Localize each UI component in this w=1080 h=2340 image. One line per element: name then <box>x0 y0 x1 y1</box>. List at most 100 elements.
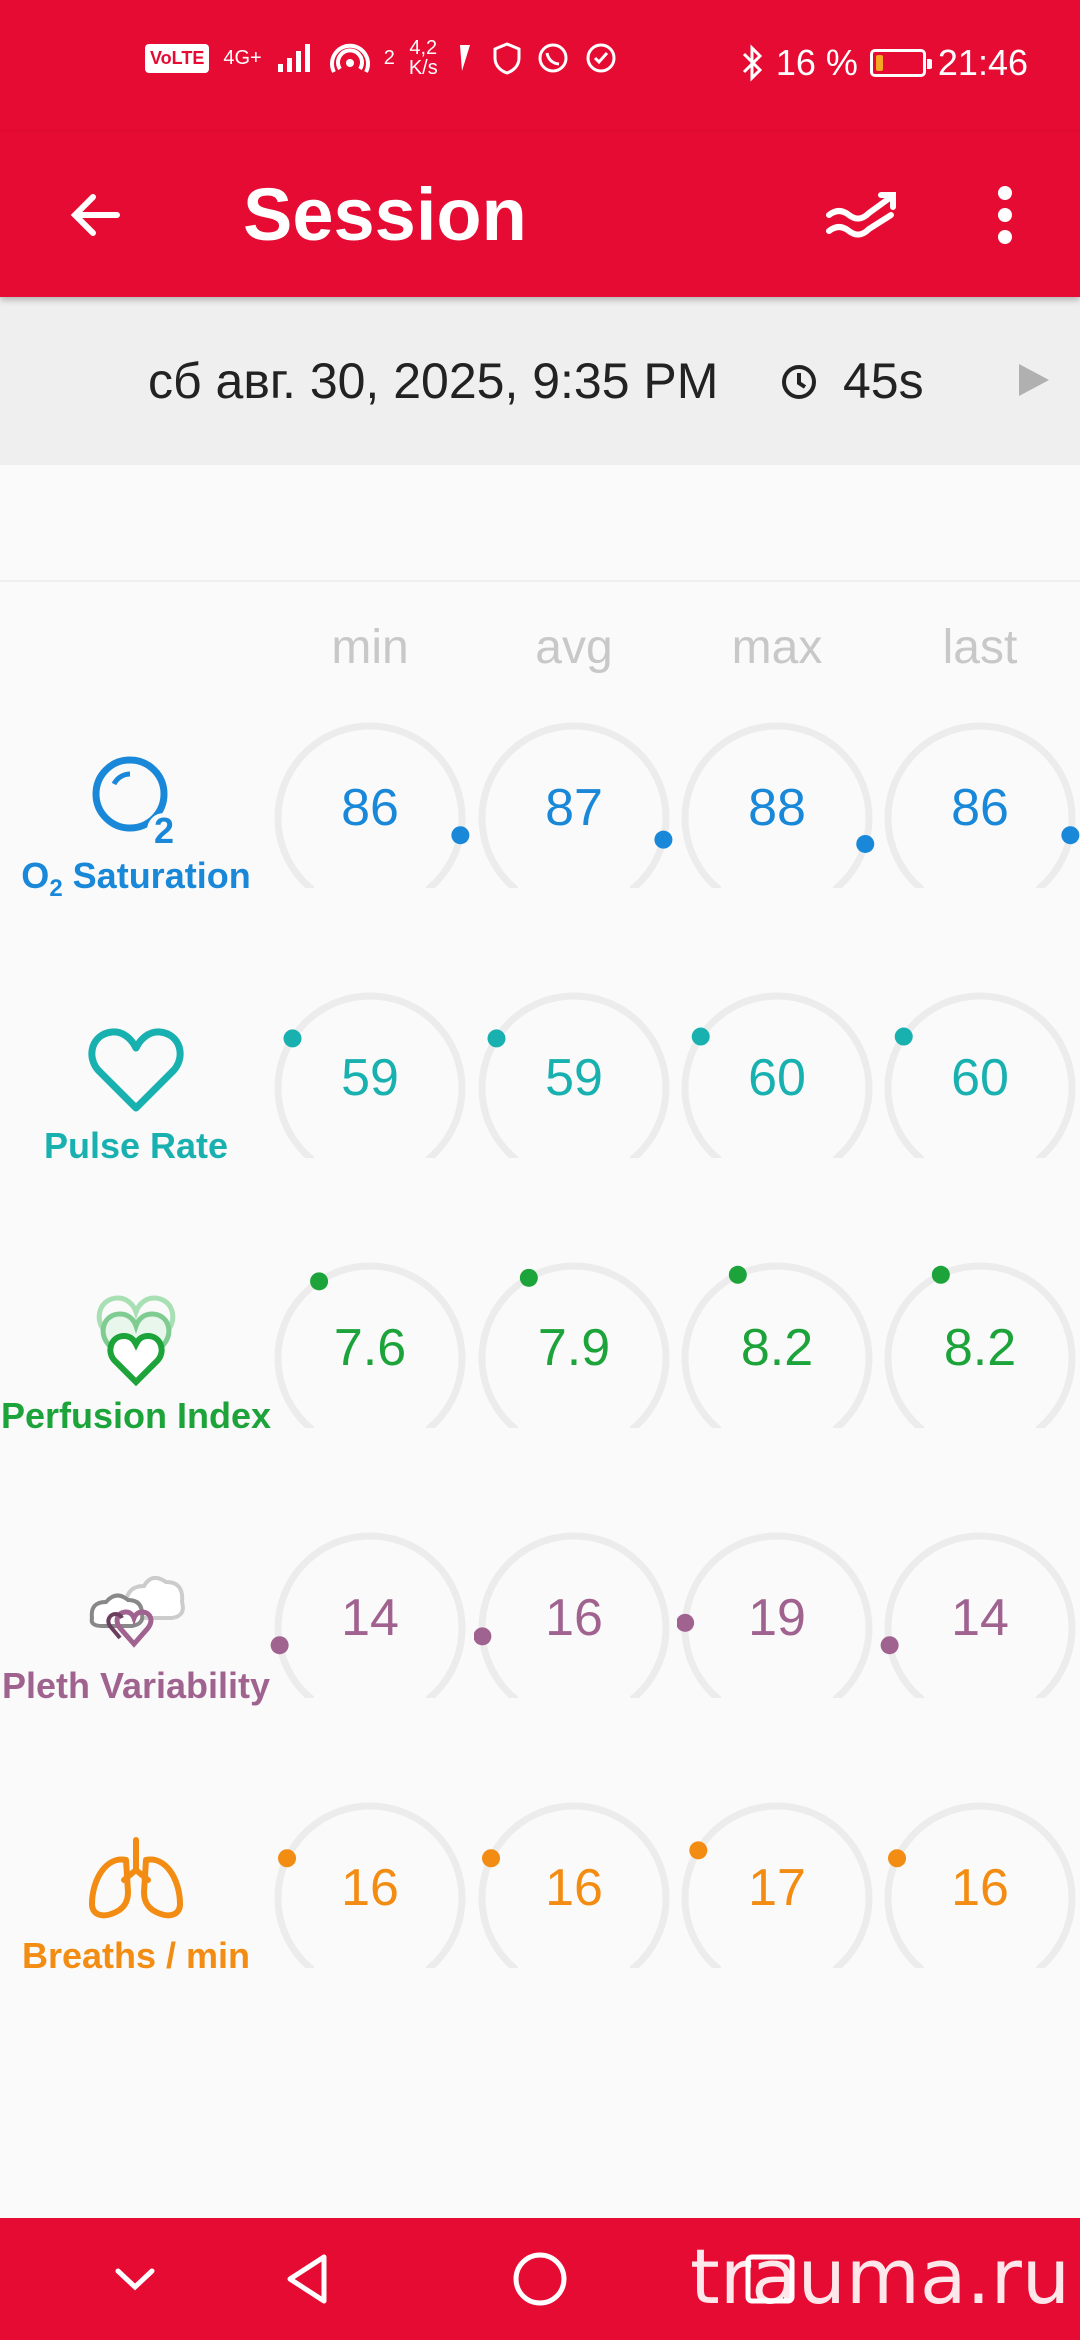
network-type: 4G+ <box>223 47 262 69</box>
trend-button[interactable] <box>818 170 908 260</box>
gauge-marker <box>931 1265 950 1284</box>
metric-label-pleth-variability: Pleth Variability <box>1 1665 271 1706</box>
speed-unit: K/s <box>408 57 438 79</box>
gauge-marker <box>474 1627 492 1646</box>
shield-icon <box>493 42 521 75</box>
volte-badge: VoLTE <box>145 43 210 73</box>
gauge-svg <box>884 1802 1076 1968</box>
gauge-track <box>274 1802 466 1968</box>
chevron-down-icon <box>115 2268 155 2291</box>
gauge-value: 19 <box>748 1589 806 1647</box>
gauge-svg <box>880 1532 1076 1698</box>
back-button[interactable] <box>50 170 140 260</box>
gauge-value: 14 <box>951 1589 1009 1647</box>
gauge-breaths-max: 17 <box>677 1798 877 1968</box>
gauge-marker <box>677 1613 695 1632</box>
gauge-track <box>478 722 670 888</box>
gauge-svg <box>681 992 873 1158</box>
gauge-track <box>478 1262 670 1428</box>
gauge-marker <box>728 1265 747 1284</box>
session-info-bar: сб авг. 30, 2025, 9:35 PM 45s <box>0 297 1080 465</box>
nav-hide-button[interactable] <box>95 2244 175 2314</box>
more-options-button[interactable] <box>960 170 1050 260</box>
gauge-marker <box>880 1636 899 1655</box>
play-icon <box>1019 364 1049 396</box>
gauge-value: 16 <box>951 1859 1009 1917</box>
battery-percent: 16 % <box>775 42 858 83</box>
gauge-marker <box>894 1027 913 1046</box>
status-left: VoLTE 4G+ 2 4,2 K/s <box>145 38 618 78</box>
gauge-marker <box>888 1849 907 1868</box>
gauge-value: 8.2 <box>943 1319 1017 1377</box>
arrow-back-icon <box>70 194 120 236</box>
nav-back-icon <box>287 2254 327 2304</box>
page-title: Session <box>243 173 527 256</box>
metric-label-pulse-rate: Pulse Rate <box>43 1125 229 1166</box>
gauge-svg <box>274 1802 466 1968</box>
gauge-value: 7.6 <box>333 1319 407 1377</box>
check-circle-icon <box>586 43 616 73</box>
gauge-svg <box>274 1262 466 1428</box>
play-button[interactable] <box>1008 355 1058 405</box>
o2-icon: 2 <box>92 756 181 851</box>
gauge-svg <box>677 1532 873 1698</box>
gauge-marker <box>482 1849 501 1868</box>
gauge-track <box>274 1262 466 1428</box>
gauge-svg <box>478 1262 670 1428</box>
gauge-value: 7.9 <box>537 1319 611 1377</box>
nav-recents-icon <box>745 2254 795 2304</box>
gauge-track <box>884 992 1076 1158</box>
navigation-bar: trauma.ru <box>0 2218 1080 2340</box>
signal-icon <box>277 44 310 72</box>
gauge-value: 60 <box>951 1049 1009 1107</box>
watermark: trauma.ru <box>690 2232 1070 2321</box>
gauge-svg <box>270 1532 466 1698</box>
gauge-marker <box>519 1268 538 1287</box>
nav-recents-button[interactable] <box>730 2244 810 2314</box>
gauge-value: 14 <box>341 1589 399 1647</box>
gauge-pleth-avg: 16 <box>474 1528 674 1698</box>
gauge-marker <box>451 826 470 845</box>
gauge-svg <box>884 992 1076 1158</box>
hotspot-icon <box>329 43 370 73</box>
gauge-marker <box>487 1029 506 1048</box>
gauge-pleth-max: 19 <box>677 1528 877 1698</box>
gauge-track <box>478 992 670 1158</box>
gauge-pleth-min: 14 <box>270 1528 470 1698</box>
nav-home-button[interactable] <box>500 2244 580 2314</box>
gauge-track <box>681 1532 873 1698</box>
gauge-marker <box>1061 826 1080 845</box>
gauge-svg <box>884 722 1080 888</box>
metric-label-perfusion-index: Perfusion Index <box>0 1395 272 1436</box>
lungs-icon <box>89 1837 183 1919</box>
gauge-value: 8.2 <box>740 1319 814 1377</box>
gauge-track <box>884 1262 1076 1428</box>
gauge-track <box>681 1802 873 1968</box>
session-duration: 45s <box>843 353 924 409</box>
gauge-perfusion-avg: 7.9 <box>474 1258 674 1428</box>
trend-icon <box>826 192 896 238</box>
gauge-marker <box>689 1841 708 1860</box>
net-speed: 4,2 K/s <box>409 38 438 78</box>
gauge-track <box>884 1802 1076 1968</box>
column-header-last: last <box>942 621 1018 674</box>
gauge-spo2-min: 86 <box>270 718 470 888</box>
gauge-spo2-last: 86 <box>880 718 1080 888</box>
gauge-value: 86 <box>341 779 399 837</box>
gauge-marker <box>278 1849 297 1868</box>
vpn-icon <box>459 45 470 71</box>
gauge-value: 16 <box>545 1859 603 1917</box>
nav-back-button[interactable] <box>268 2244 348 2314</box>
gauge-marker <box>283 1029 302 1048</box>
gauge-marker <box>654 830 673 849</box>
metric-label-o2-saturation: O2 Saturation <box>21 855 251 903</box>
gauge-value: 16 <box>545 1589 603 1647</box>
metric-label-breaths-per-min: Breaths / min <box>21 1935 251 1976</box>
column-header-min: min <box>331 621 409 674</box>
gauge-marker <box>270 1636 289 1655</box>
gauge-track <box>681 992 873 1158</box>
gauge-svg <box>274 722 470 888</box>
gauge-pleth-last: 14 <box>880 1528 1080 1698</box>
status-bar: VoLTE 4G+ 2 4,2 K/s 16 % 21:46 <box>0 0 1080 132</box>
gauge-breaths-min: 16 <box>270 1798 470 1968</box>
